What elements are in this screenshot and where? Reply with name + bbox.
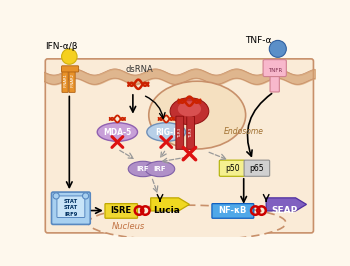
FancyBboxPatch shape (219, 160, 245, 176)
Ellipse shape (145, 161, 175, 177)
Text: MDA-5: MDA-5 (103, 127, 132, 136)
Ellipse shape (178, 101, 201, 117)
Text: TLR3: TLR3 (189, 128, 192, 138)
Text: STAT: STAT (64, 199, 78, 204)
FancyBboxPatch shape (270, 71, 279, 92)
Text: STAT: STAT (64, 205, 78, 210)
Circle shape (62, 49, 77, 64)
FancyBboxPatch shape (244, 160, 270, 176)
FancyBboxPatch shape (62, 66, 79, 72)
Text: Lucia: Lucia (153, 206, 180, 215)
Text: IRF: IRF (154, 166, 166, 172)
Circle shape (53, 193, 59, 199)
FancyBboxPatch shape (263, 60, 286, 77)
FancyBboxPatch shape (212, 204, 254, 218)
FancyBboxPatch shape (176, 116, 184, 149)
Text: p65: p65 (250, 164, 264, 173)
Text: IFN-α/β: IFN-α/β (45, 42, 78, 51)
FancyArrow shape (266, 198, 307, 211)
Text: Nucleus: Nucleus (112, 222, 145, 231)
Text: IFNAR1: IFNAR1 (63, 73, 68, 88)
FancyBboxPatch shape (57, 196, 85, 218)
FancyBboxPatch shape (45, 59, 314, 233)
FancyBboxPatch shape (69, 69, 75, 92)
FancyArrow shape (151, 198, 189, 211)
Text: ISRE: ISRE (111, 206, 132, 215)
Ellipse shape (149, 81, 246, 149)
Text: TNFR: TNFR (268, 68, 282, 73)
Text: TLR3: TLR3 (178, 128, 182, 138)
Text: TNF-α: TNF-α (245, 36, 272, 45)
Ellipse shape (88, 205, 286, 240)
Text: IRF: IRF (136, 166, 149, 172)
FancyBboxPatch shape (187, 116, 195, 149)
Text: dsRNA: dsRNA (125, 65, 153, 74)
Circle shape (83, 193, 89, 199)
FancyBboxPatch shape (62, 69, 68, 92)
Ellipse shape (170, 98, 209, 125)
Ellipse shape (97, 123, 138, 141)
Text: SEAP: SEAP (271, 206, 297, 215)
Text: Endosome: Endosome (224, 127, 264, 136)
Text: IRF9: IRF9 (64, 212, 78, 217)
Text: RIG-I: RIG-I (156, 127, 177, 136)
Text: NF-κB: NF-κB (219, 206, 247, 215)
Text: IFNAR2: IFNAR2 (70, 73, 75, 88)
Text: p50: p50 (225, 164, 239, 173)
Ellipse shape (147, 123, 186, 141)
FancyBboxPatch shape (51, 192, 90, 225)
Circle shape (269, 40, 286, 57)
FancyBboxPatch shape (105, 204, 138, 218)
Ellipse shape (128, 161, 158, 177)
